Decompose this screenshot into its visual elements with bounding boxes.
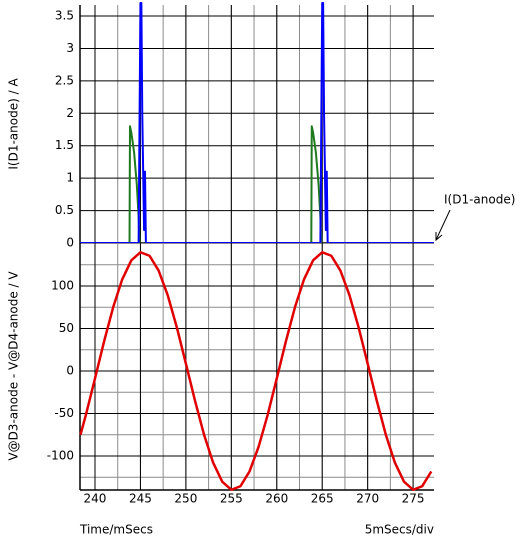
- annotation-arrow: [435, 209, 451, 241]
- y-tick-label: 0.5: [55, 203, 74, 217]
- x-tick-label: 240: [84, 492, 107, 506]
- y-tick-label: 1.5: [55, 138, 74, 152]
- y-tick-label: 100: [51, 279, 74, 293]
- y-tick-label: 3.5: [55, 9, 74, 23]
- x-tick-label: 260: [265, 492, 288, 506]
- y-tick-label: 50: [59, 321, 74, 335]
- y-tick-label: 0: [66, 236, 74, 250]
- y-tick-label: 3: [66, 41, 74, 55]
- annotation-arrowhead: [435, 232, 443, 242]
- x-axis-label: Time/mSecs: [79, 523, 153, 537]
- x-tick-label: 250: [174, 492, 197, 506]
- y-tick-label: -50: [54, 406, 74, 420]
- y-tick-label: 2.5: [55, 73, 74, 87]
- x-tick-label: 255: [220, 492, 243, 506]
- y-tick-label: 0: [66, 364, 74, 378]
- y-tick-label: 2: [66, 106, 74, 120]
- series-line: [80, 2, 434, 244]
- x-tick-label: 245: [129, 492, 152, 506]
- y-axis-label: I(D1-anode) / A: [7, 78, 21, 170]
- x-tick-label: 265: [311, 492, 334, 506]
- y-tick-label: 1: [66, 171, 74, 185]
- scale-note: 5mSecs/div: [365, 523, 434, 537]
- series-line: [79, 251, 433, 491]
- x-tick-label: 275: [402, 492, 425, 506]
- y-tick-label: -100: [47, 449, 74, 463]
- x-tick-label: 270: [356, 492, 379, 506]
- y-axis-label: V@D3-anode - V@D4-anode / V: [7, 271, 21, 461]
- trace-annotation: I(D1-anode): [444, 193, 515, 207]
